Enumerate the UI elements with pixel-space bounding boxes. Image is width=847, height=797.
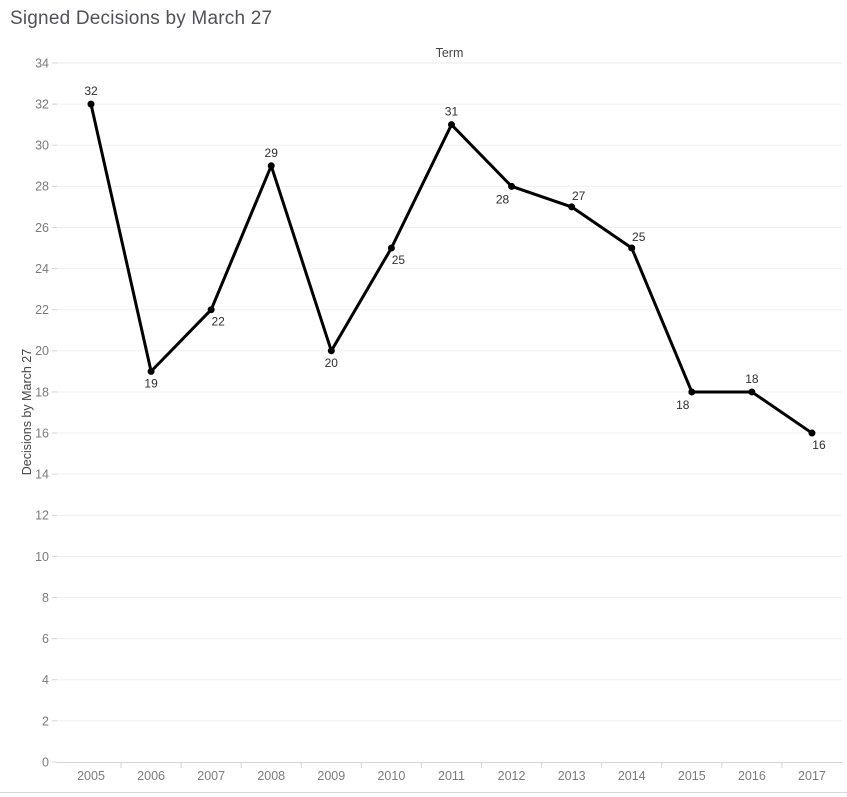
data-label-2014: 25 [632,230,646,244]
data-point-2012[interactable] [508,182,516,190]
x-tick-label: 2008 [257,769,285,783]
y-tick-label: 10 [35,550,49,564]
y-tick-label: 2 [42,714,49,728]
y-tick-label: 32 [35,97,49,111]
y-tick-label: 30 [35,139,49,153]
data-label-2010: 25 [392,253,406,267]
data-point-2010[interactable] [387,244,395,252]
x-tick-label: 2015 [678,769,706,783]
x-tick-label: 2010 [377,769,405,783]
x-tick-label: 2005 [77,769,105,783]
data-label-2005: 32 [84,84,98,98]
data-label-2017: 16 [812,438,826,452]
y-tick-label: 14 [35,468,49,482]
y-tick-label: 18 [35,385,49,399]
data-label-2012: 28 [496,192,510,206]
x-tick-label: 2016 [738,769,766,783]
data-label-2007: 22 [211,315,225,329]
x-tick-label: 2013 [558,769,586,783]
data-label-2016: 18 [745,372,759,386]
x-tick-label: 2009 [317,769,345,783]
y-tick-label: 0 [42,755,49,769]
data-point-2016[interactable] [748,388,756,396]
data-point-2008[interactable] [267,162,275,170]
data-label-2015: 18 [676,398,690,412]
x-tick-label: 2017 [798,769,826,783]
x-tick-label: 2012 [498,769,526,783]
data-point-2009[interactable] [327,347,335,355]
data-label-2013: 27 [572,189,586,203]
data-label-2011: 31 [445,105,459,119]
y-tick-label: 20 [35,344,49,358]
data-label-2008: 29 [265,146,279,160]
y-tick-label: 22 [35,303,49,317]
x-tick-label: 2011 [438,769,465,783]
data-point-2006[interactable] [147,367,155,375]
data-label-2009: 20 [325,356,339,370]
x-tick-label: 2006 [137,769,165,783]
y-tick-label: 6 [42,632,49,646]
data-point-2015[interactable] [688,388,696,396]
y-tick-label: 26 [35,221,49,235]
data-label-2006: 19 [144,376,158,390]
y-tick-label: 28 [35,180,49,194]
data-point-2017[interactable] [808,429,816,437]
y-tick-label: 16 [35,426,49,440]
data-point-2005[interactable] [87,100,95,108]
data-point-2007[interactable] [207,306,215,314]
data-point-2013[interactable] [568,203,576,211]
data-point-2011[interactable] [447,121,455,129]
x-tick-label: 2007 [197,769,225,783]
y-tick-label: 12 [35,509,49,523]
y-tick-label: 34 [35,56,49,70]
y-tick-label: 4 [42,673,49,687]
chart-title: Signed Decisions by March 27 [10,8,273,29]
x-axis-title: Term [435,46,464,60]
y-tick-label: 24 [35,262,49,276]
data-point-2014[interactable] [628,244,636,252]
x-tick-label: 2014 [618,769,646,783]
y-tick-label: 8 [42,591,49,605]
